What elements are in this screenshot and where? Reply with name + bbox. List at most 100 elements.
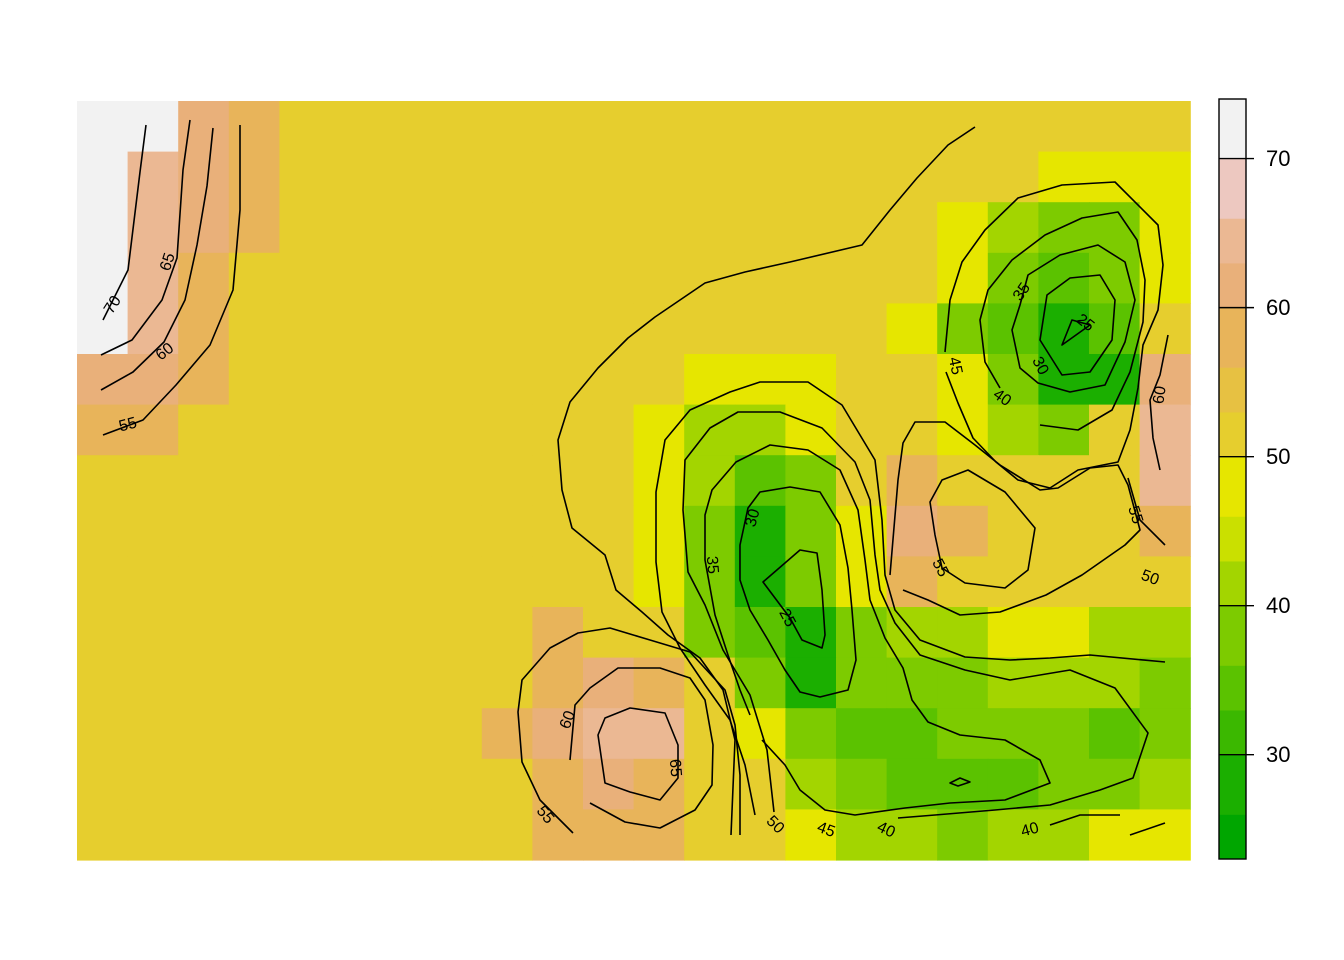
heatmap-cell bbox=[127, 404, 179, 456]
heatmap-cell bbox=[1089, 404, 1141, 456]
heatmap-cell bbox=[228, 404, 280, 456]
heatmap-cell bbox=[228, 354, 280, 406]
heatmap-cell bbox=[178, 303, 230, 355]
heatmap-cell bbox=[1139, 202, 1191, 254]
heatmap-cell bbox=[77, 657, 129, 709]
colorbar-swatch bbox=[1219, 814, 1246, 860]
contour-line-60-lower bbox=[569, 667, 714, 829]
heatmap-cell bbox=[481, 809, 533, 861]
heatmap-cell bbox=[532, 556, 584, 608]
heatmap-cell bbox=[330, 809, 382, 861]
heatmap-cell bbox=[734, 252, 786, 304]
heatmap-cell bbox=[1038, 404, 1090, 456]
heatmap-cell bbox=[684, 202, 736, 254]
heatmap-cell bbox=[734, 607, 786, 659]
colorbar-swatch bbox=[1219, 99, 1246, 160]
heatmap-cell bbox=[380, 354, 432, 406]
heatmap-cell bbox=[532, 151, 584, 203]
heatmap-cell bbox=[380, 607, 432, 659]
colorbar-swatch bbox=[1219, 218, 1246, 264]
heatmap-cell bbox=[886, 809, 938, 861]
heatmap-cell bbox=[330, 202, 382, 254]
heatmap-cell bbox=[836, 607, 888, 659]
heatmap-cell bbox=[937, 809, 989, 861]
contour-line-20-central bbox=[949, 777, 971, 787]
heatmap-cell bbox=[330, 151, 382, 203]
heatmap-cell bbox=[836, 758, 888, 810]
heatmap-cell bbox=[583, 809, 635, 861]
heatmap-cell bbox=[886, 607, 938, 659]
heatmap-cell bbox=[228, 252, 280, 304]
colorbar-swatch bbox=[1219, 605, 1246, 666]
contour-label: 45 bbox=[945, 356, 965, 377]
heatmap-cell bbox=[532, 303, 584, 355]
heatmap-cell bbox=[178, 202, 230, 254]
heatmap-cell bbox=[532, 758, 584, 810]
heatmap-cell bbox=[785, 708, 837, 760]
heatmap-cell bbox=[481, 505, 533, 557]
heatmap-cell bbox=[583, 252, 635, 304]
heatmap-cell bbox=[532, 607, 584, 659]
heatmap-cell bbox=[836, 657, 888, 709]
contour-line-65 bbox=[100, 119, 191, 356]
heatmap-cell bbox=[1038, 151, 1090, 203]
heatmap-cell bbox=[1089, 252, 1141, 304]
heatmap-cell bbox=[279, 809, 331, 861]
heatmap-cell bbox=[1139, 455, 1191, 507]
heatmap-cell bbox=[532, 455, 584, 507]
heatmap-cell bbox=[734, 708, 786, 760]
heatmap-cell bbox=[785, 607, 837, 659]
colorbar-frame bbox=[1218, 98, 1247, 860]
heatmap-cell bbox=[127, 809, 179, 861]
heatmap-cell bbox=[785, 758, 837, 810]
heatmap-cell bbox=[228, 556, 280, 608]
heatmap-cell bbox=[937, 657, 989, 709]
heatmap-cell bbox=[785, 202, 837, 254]
heatmap-cell bbox=[684, 505, 736, 557]
heatmap-cell bbox=[987, 708, 1039, 760]
heatmap-cell bbox=[1038, 455, 1090, 507]
heatmap-cell bbox=[380, 809, 432, 861]
colorbar-swatch bbox=[1219, 367, 1246, 413]
heatmap-cell bbox=[330, 101, 382, 153]
heatmap-cell bbox=[77, 505, 129, 557]
heatmap-cell bbox=[836, 809, 888, 861]
heatmap-cell bbox=[583, 505, 635, 557]
contour-line-40-bottom bbox=[1049, 814, 1120, 826]
heatmap-cell bbox=[633, 505, 685, 557]
colorbar-swatch bbox=[1219, 754, 1246, 815]
heatmap-cell bbox=[1089, 708, 1141, 760]
colorbar-swatch bbox=[1219, 665, 1246, 711]
heatmap-cell bbox=[1139, 657, 1191, 709]
heatmap-cell bbox=[228, 303, 280, 355]
heatmap-cell bbox=[77, 404, 129, 456]
heatmap-cell bbox=[1139, 404, 1191, 456]
colorbar-swatch bbox=[1219, 411, 1246, 458]
heatmap-cell bbox=[481, 101, 533, 153]
contour-lines bbox=[100, 119, 1169, 836]
heatmap-cell bbox=[684, 809, 736, 861]
heatmap-cell bbox=[633, 404, 685, 456]
heatmap-cell bbox=[279, 758, 331, 810]
heatmap-cell bbox=[431, 657, 483, 709]
heatmap-cell bbox=[583, 657, 635, 709]
heatmap-cell bbox=[987, 303, 1039, 355]
heatmap-cell bbox=[481, 202, 533, 254]
heatmap-cell bbox=[77, 708, 129, 760]
colorbar-swatch bbox=[1219, 560, 1246, 607]
heatmap-cell bbox=[279, 252, 331, 304]
heatmap-cell bbox=[785, 151, 837, 203]
heatmap-cell bbox=[734, 354, 786, 406]
contour-label: 40 bbox=[874, 819, 897, 842]
heatmap-cell bbox=[330, 455, 382, 507]
heatmap-cell bbox=[734, 101, 786, 153]
heatmap-cell bbox=[127, 455, 179, 507]
contour-line-30-central bbox=[739, 486, 857, 698]
heatmap-cell bbox=[228, 505, 280, 557]
heatmap-cell bbox=[583, 303, 635, 355]
heatmap-cell bbox=[1038, 505, 1090, 557]
heatmap-cell bbox=[178, 505, 230, 557]
heatmap-cell bbox=[178, 455, 230, 507]
heatmap-cell bbox=[481, 151, 533, 203]
